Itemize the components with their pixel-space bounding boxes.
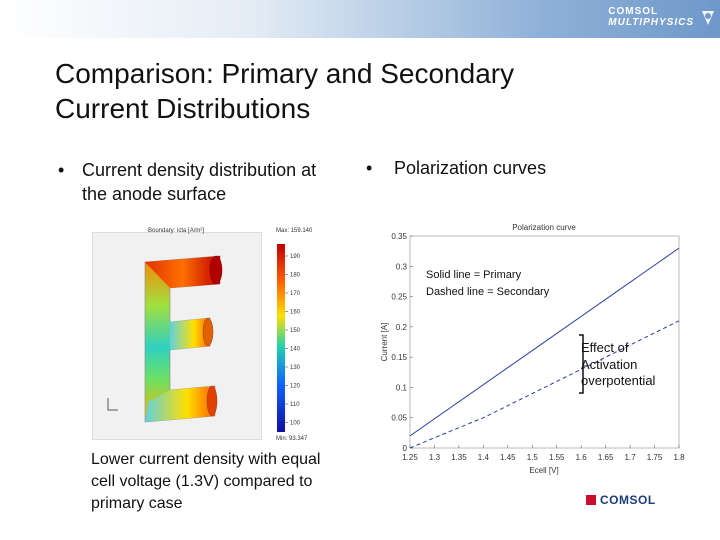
x-tick-label: 1.6 [576,453,588,462]
simulation-title: Boundary: icta [A/m²] [148,228,205,234]
x-tick-label: 1.8 [673,453,685,462]
header-bar: COMSOL MULTIPHYSICS [0,0,720,38]
caption-line1: Lower current density with equal [91,451,321,468]
y-tick-label: 0.35 [391,232,407,241]
note-line2: Dashed line = Secondary [426,286,550,298]
x-tick-label: 1.5 [527,453,539,462]
x-tick-label: 1.65 [598,453,614,462]
colorbar-tick-label: 130 [290,365,301,371]
left-bullet-line1: Current density distribution at [82,160,317,180]
x-tick-label: 1.45 [500,453,516,462]
colorbar-tick-label: 190 [290,254,301,260]
x-tick-label: 1.3 [429,453,441,462]
anode-surface-plot: 190 180 170 160 150 140 130 120 110 100 [107,244,301,432]
colorbar-tick-label: 180 [290,273,301,279]
title-line1: Comparison: Primary and Secondary [55,58,515,89]
right-bullet-text: Polarization curves [394,158,547,178]
colorbar-tick-label: 140 [290,347,301,353]
caption-line3: primary case [91,495,183,512]
effect-line3: overpotential [581,373,656,388]
caption-line2: cell voltage (1.3V) compared to [91,473,313,490]
y-tick-label: 0.15 [391,353,407,362]
bullet-dot-icon: • [366,158,373,178]
brand-line1: COMSOL [608,6,659,17]
y-tick-label: 0.25 [391,293,407,302]
footer-brand: COMSOL [600,493,656,507]
right-bullet: • Polarization curves [366,156,666,180]
effect-line2: Activation [581,356,638,372]
note-line1: Solid line = Primary [426,269,522,281]
chart-title: Polarization curve [512,223,576,232]
simulation-figure: Boundary: icta [A/m²] Max: 159.140 Min: … [90,222,330,446]
effect-line1: Effect of [581,340,629,355]
y-tick-label: 0 [403,444,408,453]
solid-series-line [409,247,680,437]
dashed-series-line [409,320,680,449]
left-bullet: • Current density distribution at the an… [58,158,358,206]
title-line2: Current Distributions [55,93,311,124]
chart-series [409,247,680,449]
x-tick-label: 1.25 [402,453,418,462]
colorbar-tick-label: 120 [290,384,301,390]
comsol-multiphysics-logo: COMSOL MULTIPHYSICS [608,6,694,28]
colorbar-ticks: 190 180 170 160 150 140 130 120 110 100 [285,254,301,427]
colorbar [277,244,285,432]
x-tick-label: 1.55 [549,453,565,462]
slide-title: Comparison: Primary and Secondary Curren… [55,56,675,126]
simulation-min-label: Min: 93.347 [276,436,308,442]
x-tick-label: 1.35 [451,453,467,462]
comsol-mark-icon [586,495,596,505]
colorbar-tick-label: 170 [290,291,301,297]
figure-caption: Lower current density with equal cell vo… [91,449,361,515]
brand-line2: MULTIPHYSICS [608,17,694,28]
y-tick-label: 0.2 [396,323,408,332]
x-tick-label: 1.4 [478,453,490,462]
y-tick-label: 0.3 [396,262,408,271]
x-axis-label: Ecell [V] [529,466,558,475]
colorbar-tick-label: 160 [290,310,301,316]
x-axis-ticks: 1.25 1.3 1.35 1.4 1.45 1.5 1.55 1.6 1.65 1.7 1.75 1… [402,445,685,462]
activation-annotation: Effect of Activation overpotential [581,340,655,390]
colorbar-tick-label: 150 [290,328,301,334]
polarization-chart: Polarization curve 0 0.05 0.1 0.15 0.2 0.25 0.… [380,223,685,475]
left-bullet-line2: the anode surface [82,184,227,204]
colorbar-tick-label: 110 [290,402,300,408]
bullet-dot-icon: • [58,160,65,180]
x-tick-label: 1.7 [625,453,637,462]
simulation-max-label: Max: 159.140 [276,228,313,234]
y-tick-label: 0.1 [396,383,408,392]
activation-bracket [579,334,584,394]
colorbar-tick-label: 100 [290,421,301,427]
y-tick-label: 0.05 [391,414,407,423]
logo-mark-icon [702,11,714,25]
y-axis-label: Current [A] [380,323,389,362]
y-axis-ticks: 0 0.05 0.1 0.15 0.2 0.25 0.3 0.35 [391,232,413,453]
line-style-note: Solid line = Primary Dashed line = Secon… [426,267,549,301]
comsol-footer-logo: COMSOL [586,493,656,507]
x-tick-label: 1.75 [647,453,663,462]
